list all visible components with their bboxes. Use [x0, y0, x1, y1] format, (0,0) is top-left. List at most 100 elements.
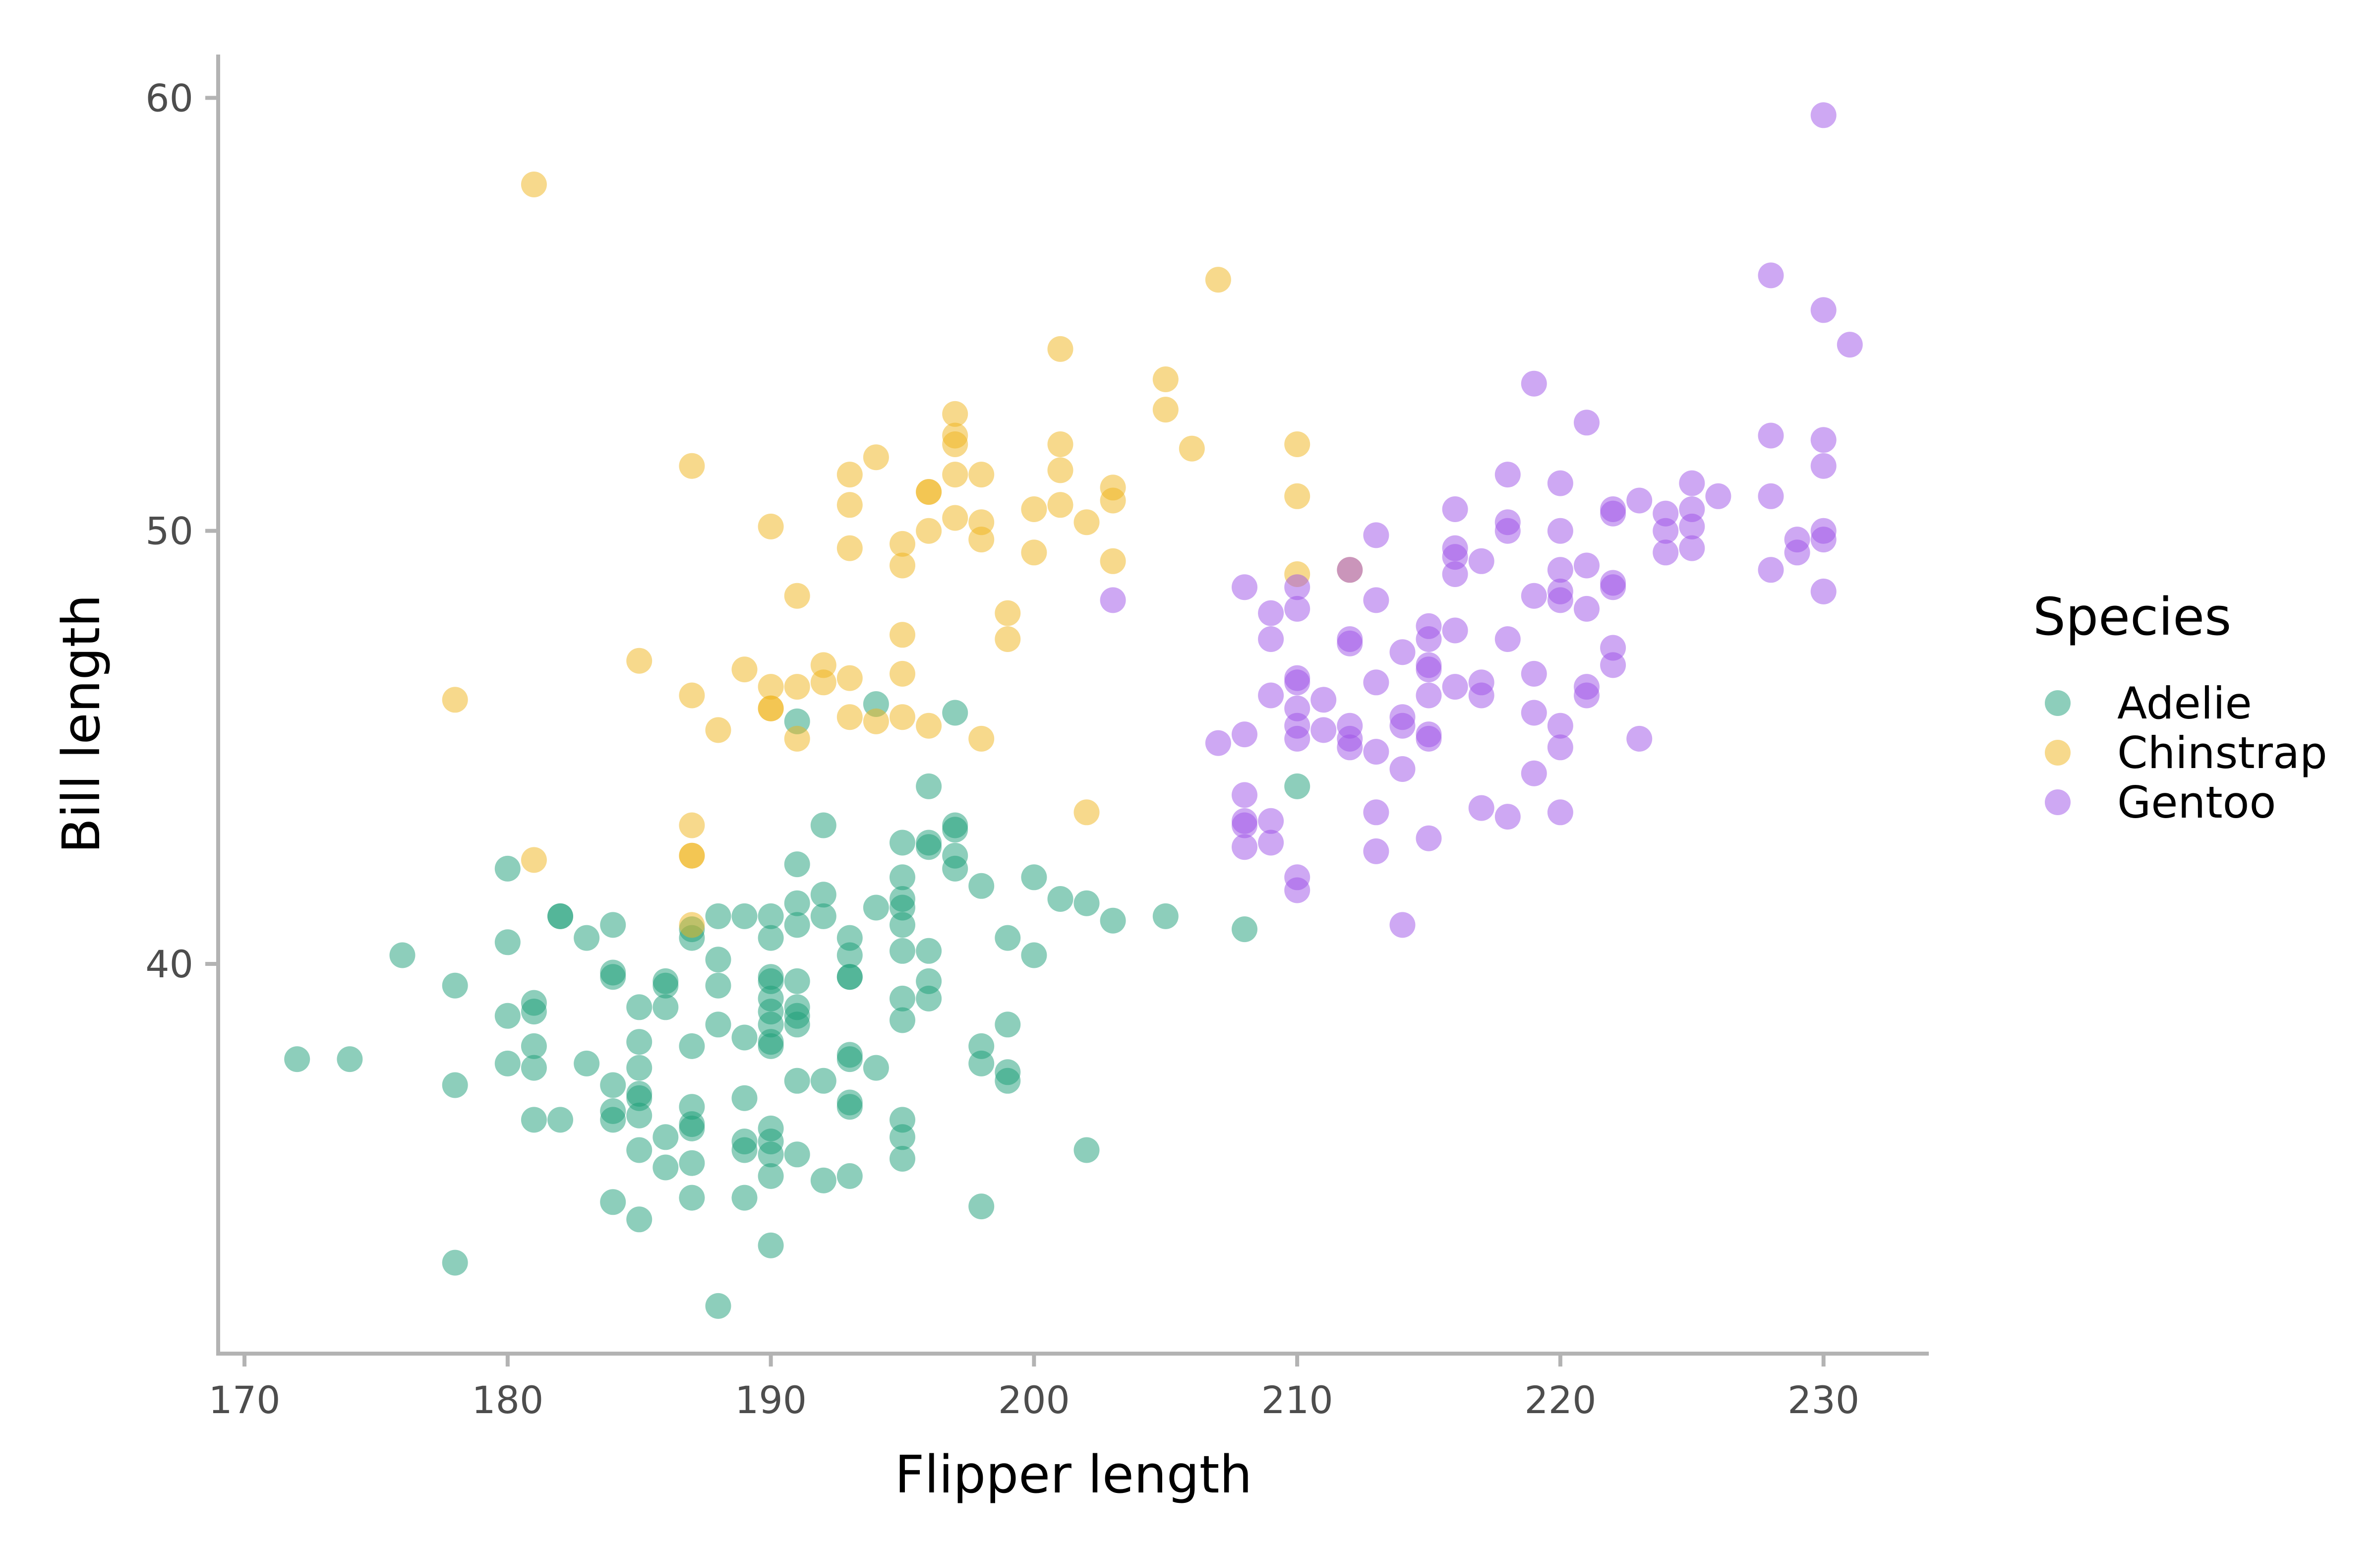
data-point	[1152, 397, 1179, 423]
data-point	[626, 994, 653, 1020]
data-point	[1021, 864, 1047, 891]
data-point	[1337, 734, 1363, 761]
data-point	[1442, 617, 1468, 644]
data-point	[942, 855, 968, 882]
data-point	[890, 1124, 915, 1150]
data-point	[784, 890, 810, 916]
data-point	[521, 1107, 547, 1133]
data-point	[494, 1003, 521, 1029]
data-point	[1073, 509, 1100, 536]
data-point	[1232, 574, 1257, 600]
data-point	[1284, 877, 1310, 903]
data-point	[1494, 626, 1521, 652]
data-point	[494, 1050, 521, 1076]
data-point	[1337, 630, 1363, 656]
data-point	[784, 674, 810, 700]
data-point	[1494, 804, 1521, 830]
data-point	[1679, 513, 1705, 539]
data-point	[1337, 557, 1363, 583]
data-point	[389, 942, 416, 968]
data-point	[1258, 830, 1284, 856]
data-point	[1100, 548, 1126, 574]
data-point	[1073, 1137, 1100, 1163]
data-point	[679, 682, 705, 709]
x-tick-label: 200	[998, 1378, 1070, 1422]
data-point	[1468, 795, 1494, 821]
data-point	[810, 1068, 836, 1094]
data-point	[1363, 669, 1389, 696]
data-point	[1284, 773, 1310, 799]
data-point	[1758, 483, 1784, 509]
data-point	[1284, 483, 1310, 509]
data-point	[1258, 600, 1284, 626]
y-tick-label: 60	[145, 76, 193, 120]
data-point	[284, 1046, 310, 1072]
data-point	[626, 1206, 653, 1233]
data-point	[1810, 578, 1837, 604]
data-point	[337, 1046, 363, 1072]
data-point	[1416, 626, 1442, 652]
data-point	[1653, 518, 1679, 544]
data-point	[1258, 626, 1284, 652]
data-point	[968, 462, 995, 488]
data-point	[810, 903, 836, 929]
data-point	[1547, 734, 1573, 761]
data-point	[890, 912, 915, 938]
data-point	[600, 1189, 626, 1215]
x-tick-label: 230	[1787, 1378, 1859, 1422]
data-point	[1047, 431, 1073, 457]
data-point	[1363, 838, 1389, 864]
data-point	[731, 1185, 758, 1211]
data-point	[1784, 539, 1810, 566]
data-point	[442, 972, 468, 999]
data-point	[1679, 470, 1705, 496]
data-point	[1310, 687, 1337, 713]
data-point	[1600, 500, 1626, 527]
data-point	[784, 725, 810, 752]
data-point	[1205, 267, 1231, 293]
data-point	[705, 903, 731, 929]
data-point	[1574, 552, 1600, 579]
data-point	[995, 1012, 1021, 1038]
data-point	[758, 903, 784, 929]
data-point	[705, 1293, 731, 1319]
data-point	[653, 1124, 679, 1150]
data-point	[942, 462, 968, 488]
data-point	[1100, 587, 1126, 613]
data-point	[1547, 470, 1573, 496]
data-point	[1047, 336, 1073, 362]
data-point	[1600, 574, 1626, 600]
data-point	[890, 622, 915, 648]
data-point	[679, 812, 705, 838]
data-point	[1810, 102, 1837, 128]
data-point	[1047, 492, 1073, 518]
data-point	[1310, 717, 1337, 743]
data-point	[705, 972, 731, 999]
data-point	[995, 925, 1021, 951]
data-point	[1626, 725, 1653, 752]
data-point	[521, 172, 547, 197]
data-point	[758, 1141, 784, 1168]
data-point	[863, 708, 889, 734]
data-point	[995, 600, 1021, 626]
legend-swatch-adelie	[2045, 690, 2071, 716]
data-point	[1258, 808, 1284, 834]
data-point	[1679, 535, 1705, 561]
x-tick-label: 170	[209, 1378, 281, 1422]
data-point	[1232, 916, 1257, 943]
data-point	[521, 1033, 547, 1059]
data-point	[968, 873, 995, 899]
data-point	[679, 1185, 705, 1211]
data-point	[442, 1250, 468, 1276]
data-point	[863, 444, 889, 471]
data-point	[995, 1068, 1021, 1094]
data-point	[731, 1085, 758, 1111]
legend-swatch-chinstrap	[2045, 740, 2071, 766]
data-point	[1810, 527, 1837, 553]
data-point	[968, 725, 995, 752]
data-point	[836, 942, 863, 968]
data-point	[705, 1012, 731, 1038]
data-point	[1152, 366, 1179, 392]
data-point	[1363, 799, 1389, 826]
data-point	[836, 1046, 863, 1072]
